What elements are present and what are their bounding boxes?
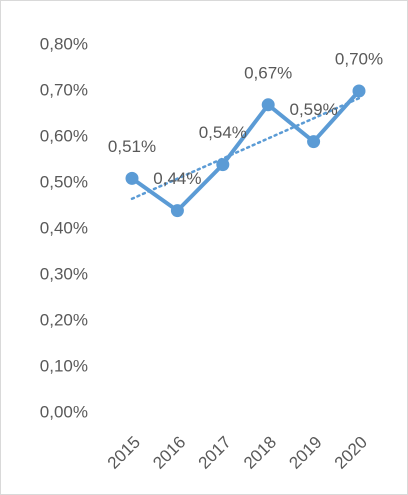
marker	[307, 135, 321, 149]
marker	[216, 158, 230, 172]
y-tick-label: 0,30%	[40, 264, 88, 283]
y-tick-label: 0,40%	[40, 218, 88, 237]
y-tick-label: 0,00%	[40, 402, 88, 421]
data-label: 0,54%	[199, 123, 247, 142]
marker	[125, 171, 139, 185]
line	[130, 89, 361, 213]
y-tick-label: 0,50%	[40, 172, 88, 191]
marker	[352, 84, 366, 98]
marker	[170, 204, 184, 218]
y-tick-label: 0,60%	[40, 126, 88, 145]
y-tick-label: 0,20%	[40, 310, 88, 329]
y-tick-label: 0,80%	[40, 34, 88, 53]
data-label: 0,70%	[335, 49, 383, 68]
marker	[261, 98, 275, 112]
data-label: 0,51%	[108, 137, 156, 156]
data-label: 0,44%	[153, 169, 201, 188]
y-tick-label: 0,10%	[40, 356, 88, 375]
y-tick-label: 0,70%	[40, 80, 88, 99]
trendline	[130, 96, 361, 201]
data-label: 0,67%	[244, 63, 292, 82]
data-label: 0,59%	[289, 100, 337, 119]
